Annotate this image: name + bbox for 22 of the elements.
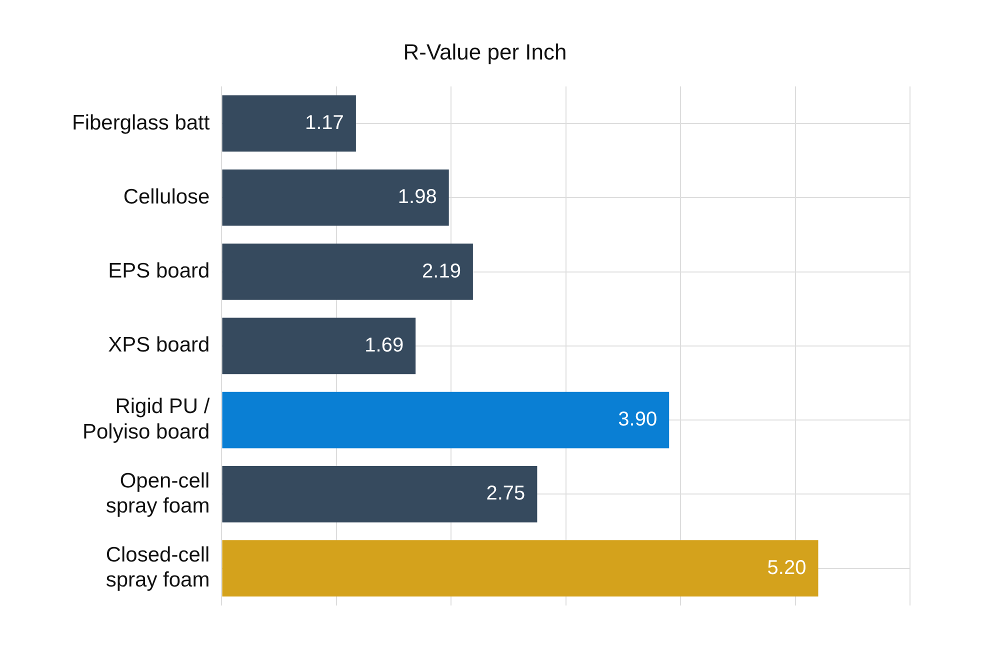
bar xyxy=(222,540,818,597)
y-tick-label: Rigid PU / Polyiso board xyxy=(82,395,210,444)
bar xyxy=(222,466,538,522)
data-label: 3.90 xyxy=(618,408,658,431)
y-tick-label: Open-cell spray foam xyxy=(106,469,210,518)
y-tick-label: Cellulose xyxy=(123,185,210,208)
chart-title: R-Value per Inch xyxy=(403,39,567,64)
y-tick-label: Fiberglass batt xyxy=(72,111,210,134)
data-label: 2.75 xyxy=(486,482,526,505)
data-label: 1.17 xyxy=(305,112,344,134)
data-label: 2.19 xyxy=(422,260,461,282)
data-label: 5.20 xyxy=(767,556,806,579)
y-tick-label: EPS board xyxy=(108,260,210,283)
bar xyxy=(222,95,356,152)
bar xyxy=(222,392,670,448)
bar xyxy=(222,244,473,300)
data-label: 1.69 xyxy=(364,334,404,356)
bar xyxy=(222,169,449,226)
y-tick-label: XPS board xyxy=(108,334,210,357)
y-tick-label: Closed-cell spray foam xyxy=(106,544,210,592)
data-label: 1.98 xyxy=(398,186,437,208)
bar xyxy=(222,318,416,374)
